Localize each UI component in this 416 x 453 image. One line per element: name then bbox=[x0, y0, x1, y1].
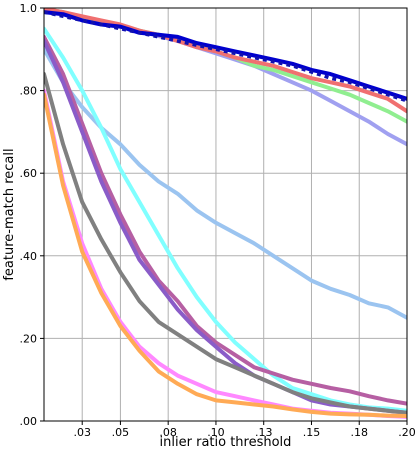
x-tick-label: .05 bbox=[112, 426, 130, 439]
grid-lines bbox=[44, 8, 407, 421]
x-tick-label: .08 bbox=[159, 426, 177, 439]
x-tick-label: .18 bbox=[350, 426, 368, 439]
series-line-3 bbox=[44, 8, 407, 114]
x-tick-label: .20 bbox=[398, 426, 416, 439]
x-tick-label: .10 bbox=[207, 426, 225, 439]
plot-frame bbox=[43, 7, 408, 422]
x-axis-label: inlier ratio threshold bbox=[160, 435, 292, 450]
y-tick-label: .20 bbox=[20, 332, 38, 345]
y-tick-label: .00 bbox=[20, 415, 38, 428]
series-line-8 bbox=[44, 34, 407, 406]
y-tick-label: 1.0 bbox=[20, 2, 38, 15]
y-tick-label: .80 bbox=[20, 85, 38, 98]
series-line-5 bbox=[44, 10, 407, 103]
x-tick-label: .13 bbox=[255, 426, 273, 439]
series-line-4 bbox=[44, 10, 407, 101]
y-axis-label: feature-match recall bbox=[2, 148, 17, 280]
x-tick-label: .03 bbox=[73, 426, 91, 439]
series-lines bbox=[44, 8, 407, 419]
series-line-10 bbox=[44, 72, 407, 415]
y-tick-label: .40 bbox=[20, 250, 38, 263]
axis-ticks: .03 .05 .08 .10 .13 .15 .18 .20 .00 .20 .40 .60 .80 1… bbox=[20, 2, 416, 439]
series-line-12 bbox=[44, 92, 407, 418]
series-line-11 bbox=[44, 88, 407, 419]
x-tick-label: .15 bbox=[303, 426, 321, 439]
y-tick-label: .60 bbox=[20, 167, 38, 180]
